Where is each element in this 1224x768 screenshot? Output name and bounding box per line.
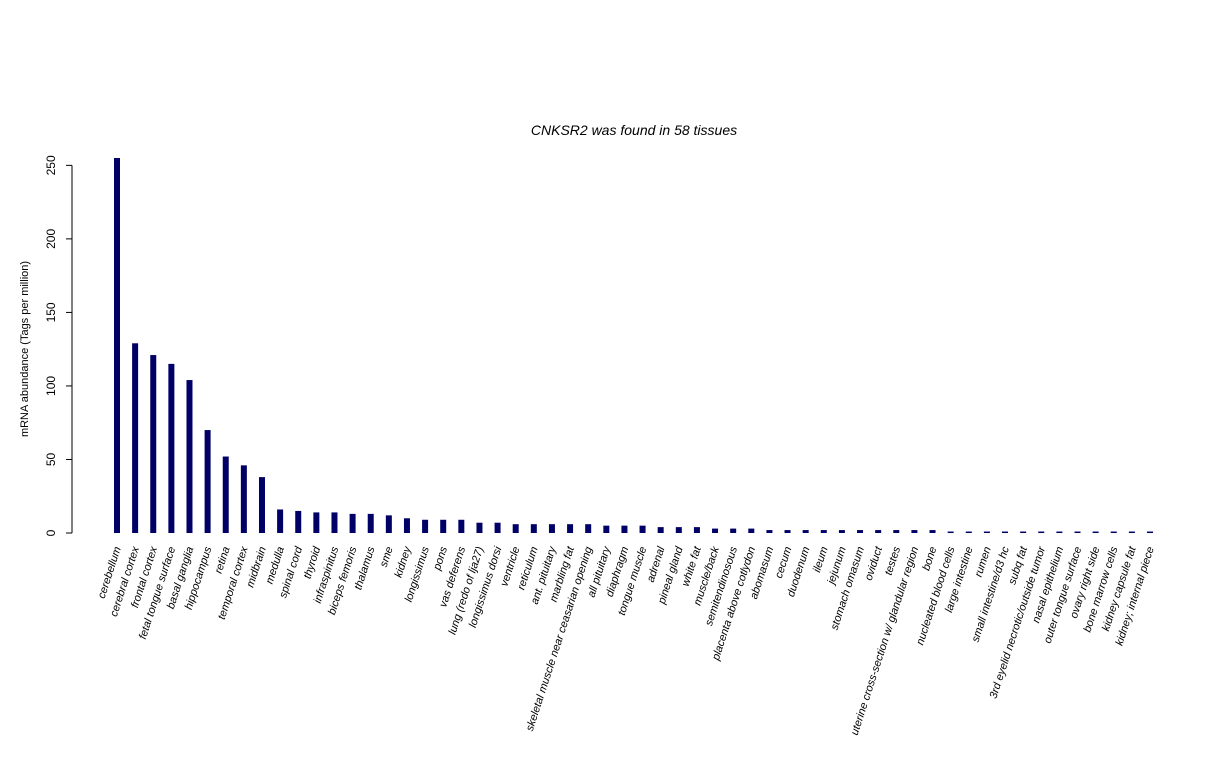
bar (712, 528, 719, 533)
bar (893, 530, 900, 533)
bar (1092, 531, 1099, 534)
bar (331, 512, 338, 533)
bar (512, 524, 519, 533)
y-axis-label: mRNA abundance (Tags per million) (19, 261, 31, 437)
bar (929, 530, 936, 533)
category-label: pons (431, 545, 450, 573)
bar (422, 519, 429, 533)
bar (114, 158, 120, 533)
bar (204, 430, 211, 533)
bar (820, 530, 827, 533)
bar (693, 527, 700, 533)
bar (675, 527, 682, 533)
bar (1020, 531, 1027, 534)
bar (150, 355, 157, 533)
bar (838, 530, 845, 533)
bar (947, 531, 954, 534)
bar (349, 513, 356, 533)
bar (802, 530, 809, 533)
bar (603, 525, 610, 533)
bar (295, 510, 302, 533)
bar (585, 524, 592, 533)
bar (494, 522, 501, 533)
bar (1074, 531, 1081, 534)
bar (222, 456, 229, 533)
bar (313, 512, 320, 533)
chart-title: CNKSR2 was found in 58 tissues (531, 122, 737, 138)
bar (567, 524, 574, 533)
bar (784, 530, 791, 533)
bar (385, 515, 392, 533)
bar (1110, 531, 1117, 534)
bar (1038, 531, 1045, 534)
bar (186, 380, 193, 533)
y-tick-label: 0 (44, 529, 58, 536)
y-tick-label: 100 (44, 376, 58, 396)
y-axis: 0 50 100 150 200 250 (44, 155, 73, 536)
bar (730, 528, 737, 533)
category-label: ileum (811, 545, 831, 574)
bar (530, 524, 537, 533)
bar (132, 343, 139, 533)
bar (476, 522, 483, 533)
bar (277, 509, 284, 533)
bar (965, 531, 972, 534)
bar (548, 524, 555, 533)
bar (440, 519, 447, 533)
bar (403, 518, 410, 533)
bar (911, 530, 918, 533)
bar (240, 465, 247, 533)
bar (258, 477, 265, 533)
category-label: retina (213, 545, 233, 575)
bar (657, 527, 664, 533)
bar (1147, 531, 1153, 534)
y-tick-label: 50 (44, 452, 58, 466)
bar (983, 531, 990, 534)
bar (748, 528, 755, 533)
bar (621, 525, 628, 533)
bar (639, 525, 646, 533)
category-label: bone (920, 545, 939, 572)
bar (766, 530, 773, 533)
category-label: sme (378, 545, 396, 568)
bars (114, 158, 1153, 534)
bar (875, 530, 882, 533)
y-tick-label: 150 (44, 302, 58, 322)
bar (367, 513, 374, 533)
bar (1128, 531, 1135, 534)
bar (1056, 531, 1063, 534)
bar (168, 363, 175, 533)
bar (1002, 531, 1009, 534)
y-tick-label: 250 (44, 155, 58, 175)
y-tick-label: 200 (44, 229, 58, 249)
category-label: small intestine/d3 hc (970, 545, 1012, 644)
bar (458, 519, 465, 533)
bar (857, 530, 864, 533)
